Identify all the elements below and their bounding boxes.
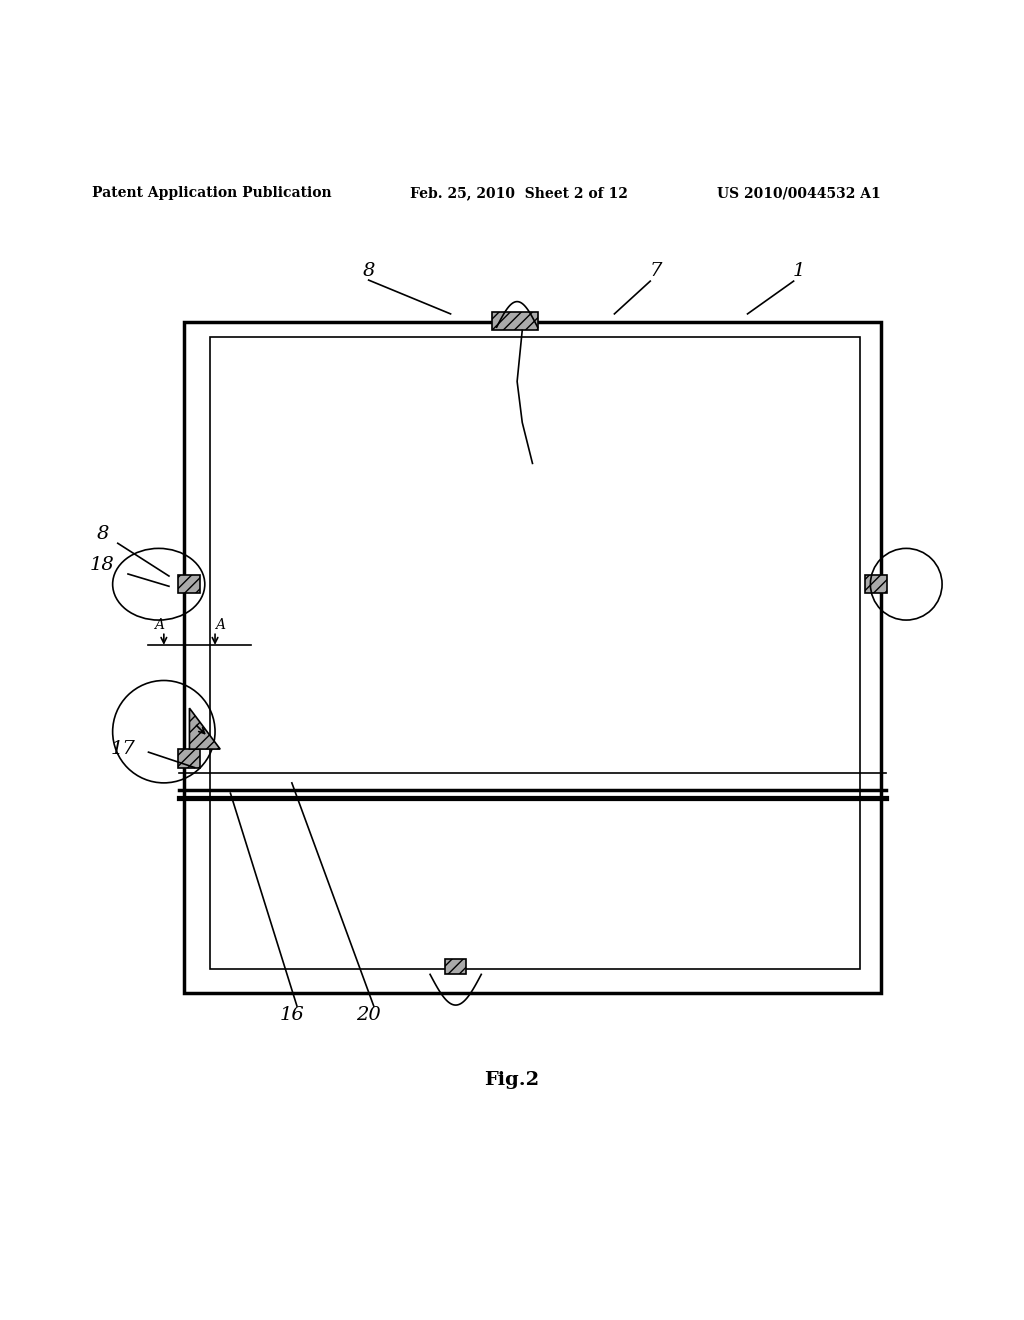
- Polygon shape: [445, 960, 466, 974]
- Text: 1: 1: [793, 261, 805, 280]
- Text: A: A: [154, 618, 164, 632]
- Polygon shape: [492, 312, 538, 330]
- Text: US 2010/0044532 A1: US 2010/0044532 A1: [717, 186, 881, 201]
- Polygon shape: [177, 576, 200, 594]
- Text: Feb. 25, 2010  Sheet 2 of 12: Feb. 25, 2010 Sheet 2 of 12: [410, 186, 628, 201]
- Text: 20: 20: [356, 1006, 381, 1024]
- Text: A: A: [215, 618, 225, 632]
- Text: 7: 7: [649, 261, 662, 280]
- Text: 18: 18: [90, 556, 115, 574]
- Polygon shape: [177, 748, 200, 767]
- Text: Patent Application Publication: Patent Application Publication: [92, 186, 332, 201]
- Text: 8: 8: [96, 525, 109, 543]
- Text: 16: 16: [280, 1006, 304, 1024]
- Text: 17: 17: [111, 741, 135, 758]
- Polygon shape: [865, 576, 888, 594]
- Polygon shape: [189, 708, 220, 748]
- Text: Fig.2: Fig.2: [484, 1071, 540, 1089]
- Text: 8: 8: [362, 261, 375, 280]
